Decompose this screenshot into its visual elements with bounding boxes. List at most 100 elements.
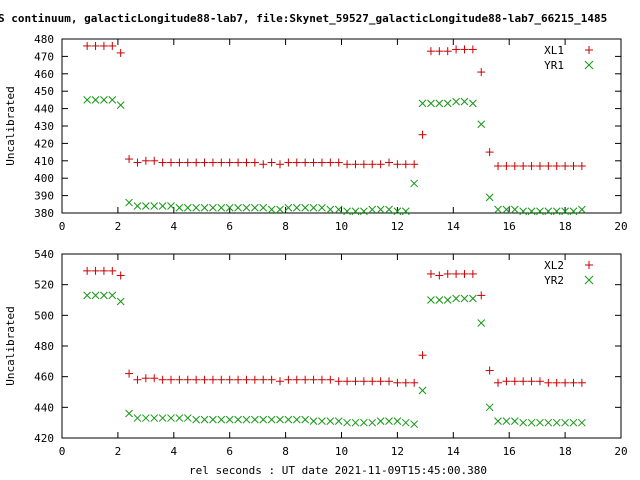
data-point-xl2: [317, 375, 326, 384]
data-point-yr2: [393, 417, 402, 425]
data-point-xl1: [385, 158, 394, 167]
legend-label-yr2: YR2: [544, 274, 564, 287]
data-point-xl1: [208, 158, 217, 167]
data-point-xl2: [494, 378, 503, 387]
x-tick-label: 18: [558, 445, 571, 458]
data-point-xl1: [544, 162, 553, 171]
data-point-yr2: [401, 418, 410, 427]
data-point-yr2: [251, 415, 259, 424]
data-point-yr1: [225, 203, 234, 212]
data-point-yr1: [452, 97, 460, 106]
data-point-yr1: [259, 203, 268, 212]
y-tick-label: 450: [34, 85, 54, 98]
data-point-yr1: [133, 202, 142, 210]
data-point-yr2: [175, 414, 184, 422]
x-tick-label: 4: [170, 220, 177, 233]
data-point-xl2: [393, 378, 402, 387]
data-point-yr1: [116, 101, 125, 109]
data-point-xl1: [200, 158, 209, 167]
data-point-xl2: [418, 351, 427, 360]
y-tick-label: 410: [34, 155, 54, 168]
x-tick-label: 20: [614, 445, 627, 458]
data-point-xl2: [192, 375, 201, 384]
data-point-xl2: [242, 375, 251, 384]
data-point-xl1: [468, 45, 477, 54]
data-point-xl1: [242, 158, 251, 167]
y-tick-label: 460: [34, 68, 54, 81]
data-point-yr1: [326, 205, 335, 214]
data-point-xl1: [183, 158, 192, 167]
data-point-xl1: [217, 158, 226, 167]
data-point-yr2: [83, 291, 92, 300]
data-point-xl2: [91, 266, 100, 275]
data-point-xl2: [460, 269, 469, 278]
data-point-yr2: [351, 418, 360, 427]
data-point-xl2: [535, 377, 544, 386]
data-point-yr1: [360, 207, 368, 216]
x-tick-label: 12: [391, 220, 404, 233]
data-point-xl1: [577, 162, 586, 171]
data-point-xl1: [485, 148, 494, 157]
data-point-yr1: [108, 96, 117, 104]
data-point-xl1: [494, 162, 503, 171]
y-tick-label: 430: [34, 120, 54, 133]
x-tick-label: 0: [59, 220, 66, 233]
data-point-yr1: [561, 207, 569, 216]
x-tick-label: 10: [335, 445, 348, 458]
data-point-yr2: [452, 294, 460, 303]
data-point-xl1: [125, 155, 134, 164]
data-point-xl1: [435, 47, 444, 56]
data-point-xl1: [519, 162, 528, 171]
data-point-yr2: [309, 417, 318, 425]
data-point-yr1: [427, 99, 435, 108]
data-point-yr1: [536, 207, 544, 216]
data-point-yr1: [502, 205, 511, 214]
data-point-yr1: [569, 207, 578, 216]
legend-marker-xl2: [585, 261, 593, 269]
data-point-xl1: [326, 158, 335, 167]
data-point-xl1: [276, 160, 285, 169]
data-point-xl2: [301, 375, 310, 384]
data-point-xl1: [225, 158, 234, 167]
data-point-xl2: [569, 378, 578, 387]
data-point-yr2: [234, 415, 242, 424]
data-point-xl1: [401, 160, 410, 169]
data-point-xl1: [426, 47, 435, 56]
data-point-yr2: [552, 418, 561, 427]
data-point-yr2: [569, 418, 578, 427]
data-point-yr2: [192, 415, 201, 424]
legend-label-xl2: XL2: [544, 259, 564, 272]
x-tick-label: 18: [558, 220, 571, 233]
data-point-xl1: [443, 47, 452, 56]
data-point-xl1: [368, 160, 377, 169]
data-point-yr1: [544, 207, 553, 216]
data-point-yr1: [494, 205, 502, 214]
data-point-yr1: [410, 179, 419, 188]
data-point-xl1: [502, 162, 511, 171]
x-tick-label: 20: [614, 220, 627, 233]
data-point-yr2: [561, 418, 569, 427]
data-point-xl1: [192, 158, 201, 167]
data-point-xl2: [527, 377, 536, 386]
x-tick-label: 12: [391, 445, 404, 458]
data-point-yr2: [133, 414, 142, 422]
y-tick-label: 420: [34, 137, 54, 150]
data-point-yr2: [141, 414, 150, 422]
y-axis-label: Uncalibrated: [4, 306, 17, 385]
data-point-xl2: [577, 378, 586, 387]
data-point-xl1: [150, 156, 159, 165]
y-tick-label: 420: [34, 432, 54, 445]
data-point-yr1: [519, 207, 528, 216]
data-point-yr2: [217, 415, 226, 424]
y-tick-label: 460: [34, 371, 54, 384]
data-point-xl2: [250, 375, 259, 384]
data-point-xl1: [527, 162, 536, 171]
data-point-xl1: [309, 158, 318, 167]
data-point-xl2: [401, 378, 410, 387]
data-point-yr2: [91, 291, 100, 300]
data-point-yr2: [108, 291, 117, 300]
data-point-yr2: [225, 415, 234, 424]
data-point-yr2: [443, 296, 452, 304]
data-point-xl2: [259, 375, 268, 384]
data-point-xl1: [267, 158, 276, 167]
